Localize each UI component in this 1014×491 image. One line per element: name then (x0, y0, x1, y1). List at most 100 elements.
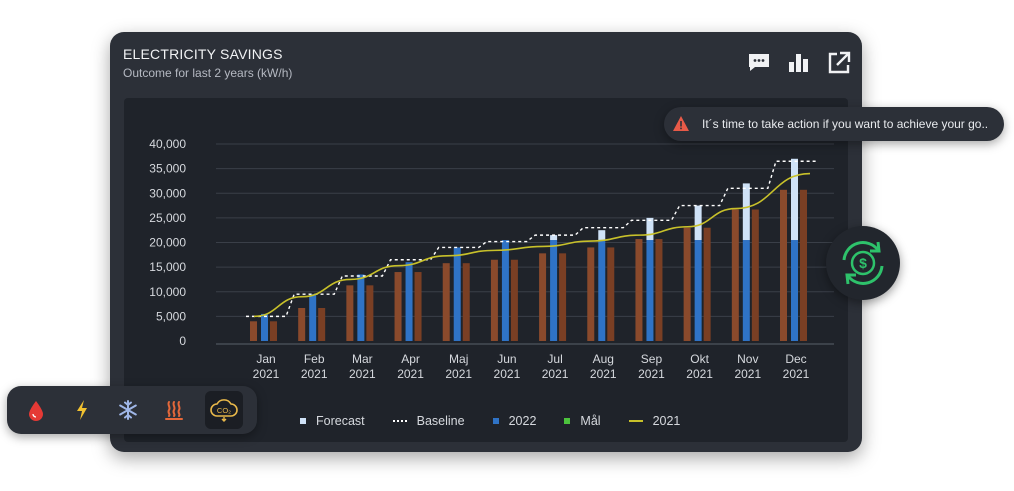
bar-2022 (261, 313, 268, 341)
comment-icon[interactable] (746, 50, 772, 76)
y-tick-label: 5,000 (156, 309, 186, 323)
chart-legend: Forecast Baseline 2022 Mål 2021 (300, 414, 680, 428)
money-cycle-badge[interactable]: $ (826, 226, 900, 300)
bar-2021-left (731, 209, 739, 341)
legend-2022-label: 2022 (508, 414, 537, 428)
x-tick-month: Nov (737, 352, 758, 366)
bar-2021-left (346, 285, 354, 341)
bar-2022 (405, 262, 413, 341)
x-tick-year: 2021 (397, 367, 424, 381)
bar-2021-right (800, 189, 807, 341)
legend-forecast[interactable]: Forecast (300, 414, 365, 428)
co2-button[interactable]: CO₂ (205, 391, 243, 429)
bar-2022 (501, 240, 509, 341)
y-tick-label: 35,000 (149, 162, 186, 176)
card-title: ELECTRICITY SAVINGS (123, 46, 283, 62)
bar-2022 (694, 240, 702, 341)
cooling-icon (119, 400, 137, 420)
legend-baseline-swatch (392, 420, 407, 422)
x-tick-year: 2021 (686, 367, 713, 381)
bar-2021-right (703, 227, 711, 341)
x-tick-month: Maj (449, 352, 468, 366)
bar-2021-left (780, 189, 787, 341)
external-link-icon[interactable] (826, 50, 852, 76)
legend-2022-swatch (492, 418, 499, 424)
legend-baseline[interactable]: Baseline (392, 414, 465, 428)
svg-text:$: $ (859, 255, 867, 271)
x-tick-month: Feb (304, 352, 325, 366)
legend-forecast-label: Forecast (316, 414, 365, 428)
bar-2021-right (462, 263, 470, 341)
bar-forecast (550, 235, 558, 241)
legend-mal[interactable]: Mål (564, 414, 601, 428)
goal-alert[interactable]: It´s time to take action if you want to … (664, 107, 1004, 141)
electricity-icon (77, 400, 87, 420)
x-tick-month: Jun (497, 352, 516, 366)
bar-2021-left (442, 263, 450, 341)
bar-2021-left (635, 239, 643, 341)
bar-2021-right (607, 247, 615, 341)
bar-2021-right (655, 239, 663, 341)
bar-2021-right (559, 253, 567, 341)
x-tick-year: 2021 (494, 367, 521, 381)
y-tick-label: 10,000 (149, 285, 186, 299)
x-tick-year: 2021 (253, 367, 280, 381)
savings-chart: 40,000 35,000 30,000 25,000 20,000 15,000 10,0… (149, 137, 834, 381)
x-tick-year: 2021 (445, 367, 472, 381)
y-tick-label: 20,000 (149, 236, 186, 250)
heating-button[interactable] (159, 395, 189, 425)
bar-2021-right (414, 272, 422, 341)
x-tick-month: Dec (785, 352, 806, 366)
x-tick-month: Apr (401, 352, 420, 366)
x-tick-month: Jul (547, 352, 562, 366)
bar-forecast (791, 158, 798, 241)
x-tick-year: 2021 (638, 367, 665, 381)
x-tick-month: Jan (256, 352, 275, 366)
electricity-button[interactable] (67, 395, 97, 425)
svg-text:CO₂: CO₂ (217, 406, 231, 415)
y-tick-label: 30,000 (149, 186, 186, 200)
bar-2021-right (318, 308, 326, 341)
bar-2021-left (250, 321, 257, 341)
bar-2022 (453, 247, 461, 341)
bar-2021-left (539, 253, 547, 341)
legend-mal-label: Mål (580, 414, 601, 428)
x-tick-year: 2021 (783, 367, 810, 381)
legend-2021[interactable]: 2021 (628, 414, 680, 428)
x-tick-month: Okt (690, 352, 709, 366)
baseline-step-line (246, 160, 816, 318)
line-2021 (253, 172, 811, 318)
co2-icon: CO₂ (210, 399, 238, 422)
alert-text: It´s time to take action if you want to … (702, 117, 989, 131)
x-tick-year: 2021 (734, 367, 761, 381)
bar-forecast (598, 230, 606, 241)
legend-2022[interactable]: 2022 (492, 414, 537, 428)
y-tick-label: 40,000 (149, 137, 186, 151)
bar-forecast (646, 217, 654, 241)
legend-forecast-swatch (300, 418, 306, 424)
x-tick-year: 2021 (590, 367, 617, 381)
bar-2022 (742, 240, 750, 341)
x-tick-year: 2021 (349, 367, 376, 381)
x-tick-year: 2021 (542, 367, 569, 381)
bar-2021-left (394, 272, 402, 341)
bar-forecast (742, 183, 750, 241)
bar-2021-right (270, 321, 277, 341)
chart-panel: 40,000 35,000 30,000 25,000 20,000 15,000 10,0… (124, 98, 848, 442)
bar-chart-icon[interactable] (786, 50, 812, 76)
bar-2022 (309, 294, 317, 341)
legend-mal-swatch (564, 418, 571, 424)
bar-2021-right (366, 285, 374, 341)
x-tick-month: Aug (593, 352, 614, 366)
electricity-savings-card: ELECTRICITY SAVINGS Outcome for last 2 y… (110, 32, 862, 452)
water-icon (29, 401, 43, 421)
bar-2021-right (751, 209, 759, 341)
bar-2021-right (510, 259, 518, 341)
water-button[interactable] (21, 395, 51, 425)
bar-2021-left (587, 247, 595, 341)
legend-2021-swatch (628, 420, 643, 422)
cooling-button[interactable] (113, 395, 143, 425)
heating-icon (165, 401, 183, 420)
bar-2021-left (298, 308, 306, 341)
bar-2021-left (490, 259, 498, 341)
